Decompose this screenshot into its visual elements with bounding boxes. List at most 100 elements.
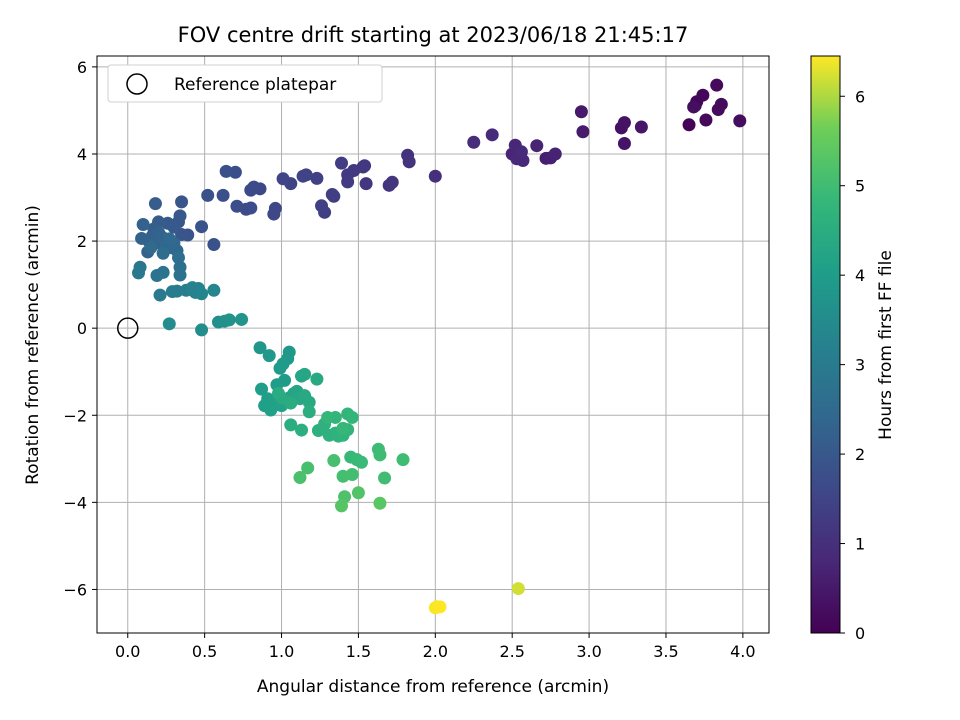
scatter-point (144, 241, 158, 255)
scatter-point (359, 177, 373, 191)
scatter-point (634, 120, 648, 134)
x-tick-label: 0.5 (192, 642, 217, 661)
scatter-point (385, 175, 399, 189)
reference-platepar-point (117, 317, 139, 339)
scatter-point (219, 164, 233, 178)
colorbar-tick-label: 4 (855, 266, 865, 285)
colorbar-label: Hours from first FF file (876, 250, 896, 440)
scatter-point (548, 147, 562, 161)
scatter-point (710, 78, 724, 92)
scatter-point (378, 471, 392, 485)
colorbar-tick-label: 1 (855, 535, 865, 554)
scatter-point (271, 386, 285, 400)
scatter-point (696, 88, 710, 102)
plot-area (96, 55, 770, 634)
scatter-point (530, 139, 544, 153)
scatter-point (345, 410, 359, 424)
scatter-point (255, 382, 269, 396)
scatter-point (173, 268, 187, 282)
scatter-point (195, 287, 209, 301)
scatter-point (162, 317, 176, 331)
scatter-point (156, 246, 170, 260)
scatter-point (574, 105, 588, 119)
x-tick-label: 3.0 (576, 642, 601, 661)
scatter-point (216, 188, 230, 202)
scatter-point (136, 218, 150, 232)
scatter-point (433, 600, 447, 614)
scatter-point (315, 199, 329, 213)
scatter-point (402, 155, 416, 169)
scatter-point (733, 114, 747, 128)
scatter-point (230, 199, 244, 213)
scatter-point (341, 175, 355, 189)
scatter-point (135, 231, 149, 245)
scatter-point (244, 201, 258, 215)
scatter-point (335, 499, 349, 513)
scatter-point (310, 372, 324, 386)
y-tick-label: 0 (77, 319, 87, 338)
scatter-point (175, 195, 189, 209)
scatter-point (262, 349, 276, 363)
x-tick-label: 1.5 (346, 642, 371, 661)
scatter-point (354, 455, 368, 469)
scatter-point (327, 454, 341, 468)
scatter-point (325, 187, 339, 201)
y-tick-label: −4 (63, 493, 87, 512)
scatter-point (321, 410, 335, 424)
scatter-point (576, 125, 590, 139)
colorbar-tick-label: 5 (855, 177, 865, 196)
scatter-point (276, 172, 290, 186)
plot-frame (96, 55, 770, 634)
colorbar-tick-label: 3 (855, 356, 865, 375)
scatter-point (514, 145, 528, 159)
y-tick-label: −6 (63, 580, 87, 599)
scatter-point (273, 361, 287, 375)
scatter-point (511, 582, 525, 596)
x-axis-ticks: 0.0 0.5 1.0 1.5 2.0 2.5 3.0 3.5 4.0 (115, 633, 756, 661)
scatter-point (162, 232, 176, 246)
scatter-point (207, 283, 221, 297)
scatter-point (185, 281, 199, 295)
y-tick-label: 6 (77, 58, 87, 77)
scatter-point (714, 97, 728, 111)
colorbar: 0 1 2 3 4 5 6 Hours from first FF file (810, 55, 896, 643)
reference-marker (117, 317, 139, 339)
colorbar-gradient (810, 55, 841, 634)
scatter-point (336, 421, 350, 435)
x-tick-label: 2.0 (423, 642, 448, 661)
x-tick-label: 2.5 (499, 642, 524, 661)
scatter-point (295, 423, 309, 437)
scatter-point (235, 312, 249, 326)
y-tick-label: 2 (77, 232, 87, 251)
colorbar-tick-label: 0 (855, 624, 865, 643)
scatter-point (301, 461, 315, 475)
scatter-point (253, 341, 267, 355)
scatter-point (207, 238, 221, 252)
scatter-point (467, 135, 481, 149)
scatter-point (335, 156, 349, 170)
scatter-point (132, 266, 146, 280)
y-tick-label: −2 (63, 406, 87, 425)
scatter-point (222, 313, 236, 327)
x-tick-label: 4.0 (730, 642, 755, 661)
legend-marker-icon (126, 73, 148, 95)
scatter-point (284, 418, 298, 432)
scatter-point (428, 169, 442, 183)
colorbar-tick-label: 6 (855, 87, 865, 106)
scatter-point (617, 116, 631, 130)
scatter-point (373, 448, 387, 462)
x-tick-label: 3.5 (653, 642, 678, 661)
scatter-point (682, 118, 696, 132)
scatter-point (296, 169, 310, 183)
scatter-point (485, 128, 499, 142)
scatter-point (148, 197, 162, 211)
y-axis-ticks: 6 4 2 0 −2 −4 −6 (63, 58, 97, 599)
x-tick-label: 1.0 (269, 642, 294, 661)
chart-title: FOV centre drift starting at 2023/06/18 … (178, 23, 689, 47)
scatter-point (302, 395, 316, 409)
scatter-point (293, 471, 307, 485)
scatter-point (244, 183, 258, 197)
grid-lines (97, 56, 769, 633)
colorbar-ticks: 0 1 2 3 4 5 6 (840, 87, 865, 643)
